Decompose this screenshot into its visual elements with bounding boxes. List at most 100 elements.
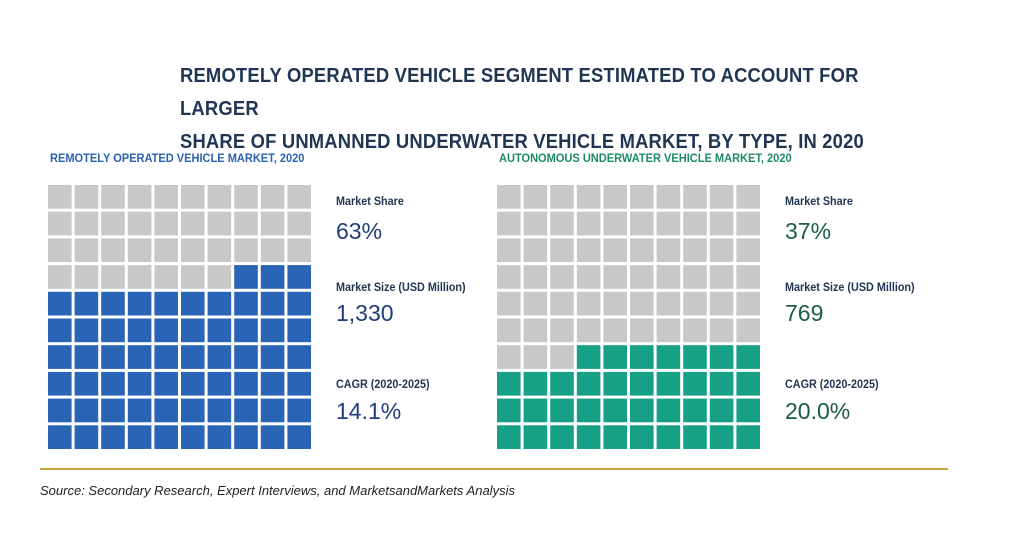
rov-market-size-value: 1,330 (336, 300, 394, 326)
rov-filled-cell (127, 371, 152, 396)
rov-filled-cell (181, 398, 205, 423)
rov-empty-cell (74, 211, 99, 236)
rov-empty-cell (287, 211, 311, 236)
rov-filled-cell (260, 371, 285, 396)
rov-empty-cell (234, 211, 258, 236)
auv-market-size-value: 769 (785, 300, 824, 326)
rov-filled-cell (234, 371, 258, 396)
auv-filled-cell (736, 345, 760, 369)
auv-empty-cell (550, 185, 574, 209)
rov-empty-cell (127, 238, 152, 263)
auv-filled-cell (603, 425, 627, 449)
auv-empty-cell (576, 238, 601, 263)
auv-empty-cell (683, 211, 707, 236)
auv-filled-cell (656, 371, 681, 396)
rov-filled-cell (181, 425, 205, 449)
auv-empty-cell (656, 211, 681, 236)
auv-empty-cell (603, 211, 627, 236)
rov-empty-cell (287, 185, 311, 209)
auv-empty-cell (736, 211, 760, 236)
auv-empty-cell (683, 265, 707, 289)
auv-filled-cell (736, 398, 760, 423)
auv-empty-cell (523, 265, 548, 289)
auv-empty-cell (709, 185, 734, 209)
rov-empty-cell (154, 265, 178, 289)
rov-empty-cell (181, 238, 205, 263)
auv-filled-cell (497, 371, 521, 396)
auv-empty-cell (550, 345, 574, 369)
rov-filled-cell (260, 425, 285, 449)
auv-empty-cell (709, 318, 734, 343)
rov-filled-cell (287, 345, 311, 369)
auv-empty-cell (603, 291, 627, 316)
auv-empty-cell (630, 318, 654, 343)
auv-filled-cell (576, 345, 601, 369)
rov-filled-cell (207, 318, 232, 343)
auv-empty-cell (523, 211, 548, 236)
rov-empty-cell (234, 185, 258, 209)
auv-empty-cell (656, 238, 681, 263)
auv-empty-cell (603, 265, 627, 289)
rov-empty-cell (101, 238, 125, 263)
auv-empty-cell (576, 211, 601, 236)
rov-filled-cell (234, 425, 258, 449)
auv-empty-cell (497, 211, 521, 236)
rov-empty-cell (260, 211, 285, 236)
rov-filled-cell (181, 291, 205, 316)
rov-filled-cell (48, 398, 72, 423)
rov-filled-cell (260, 345, 285, 369)
auv-empty-cell (550, 211, 574, 236)
auv-filled-cell (709, 398, 734, 423)
auv-empty-cell (603, 185, 627, 209)
rov-filled-cell (181, 345, 205, 369)
auv-filled-cell (576, 398, 601, 423)
rov-empty-cell (207, 265, 232, 289)
source-note: Source: Secondary Research, Expert Inter… (40, 483, 515, 498)
auv-empty-cell (630, 291, 654, 316)
auv-filled-cell (550, 398, 574, 423)
auv-empty-cell (683, 238, 707, 263)
rov-filled-cell (74, 318, 99, 343)
auv-market-share-value: 37% (785, 218, 832, 244)
rov-filled-cell (207, 425, 232, 449)
auv-filled-cell (523, 425, 548, 449)
auv-empty-cell (630, 211, 654, 236)
rov-filled-cell (287, 425, 311, 449)
rov-filled-cell (234, 318, 258, 343)
auv-empty-cell (736, 238, 760, 263)
auv-empty-cell (630, 185, 654, 209)
auv-empty-cell (736, 291, 760, 316)
divider-rule (40, 468, 948, 470)
rov-cagr-value: 14.1% (336, 398, 402, 424)
auv-filled-cell (630, 398, 654, 423)
rov-filled-cell (287, 398, 311, 423)
auv-empty-cell (497, 291, 521, 316)
auv-empty-cell (630, 265, 654, 289)
auv-empty-cell (683, 291, 707, 316)
auv-empty-cell (576, 291, 601, 316)
auv-filled-cell (656, 345, 681, 369)
auv-empty-cell (656, 265, 681, 289)
rov-filled-cell (287, 291, 311, 316)
rov-filled-cell (260, 265, 285, 289)
auv-filled-cell (497, 425, 521, 449)
auv-empty-cell (497, 185, 521, 209)
rov-empty-cell (101, 211, 125, 236)
rov-empty-cell (48, 211, 72, 236)
rov-filled-cell (127, 291, 152, 316)
auv-empty-cell (523, 238, 548, 263)
rov-empty-cell (127, 211, 152, 236)
rov-empty-cell (101, 185, 125, 209)
auv-filled-cell (630, 345, 654, 369)
rov-filled-cell (234, 345, 258, 369)
rov-empty-cell (48, 185, 72, 209)
rov-filled-cell (48, 291, 72, 316)
auv-empty-cell (603, 238, 627, 263)
rov-empty-cell (181, 211, 205, 236)
auv-empty-cell (709, 211, 734, 236)
rov-filled-cell (101, 425, 125, 449)
auv-filled-cell (683, 345, 707, 369)
auv-filled-cell (550, 371, 574, 396)
auv-filled-cell (603, 398, 627, 423)
auv-filled-cell (683, 398, 707, 423)
